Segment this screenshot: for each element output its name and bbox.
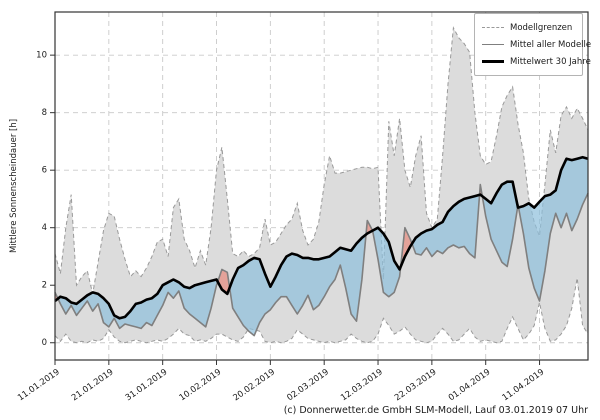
x-tick-label: 11.01.2019 [16,367,62,403]
x-tick-label: 02.03.2019 [285,367,331,403]
legend-label: Modellgrenzen [510,22,573,33]
x-tick-label: 11.04.2019 [501,367,547,403]
legend-item-30y-mean: Mittelwert 30 Jahre [482,53,591,70]
x-tick-label: 22.03.2019 [393,367,439,403]
y-tick-label: 6 [42,166,47,176]
above-normal-area [217,269,230,294]
legend-label: Mittel aller Modelle [510,39,592,50]
y-tick-label: 8 [42,108,47,118]
below-normal-area [412,194,480,258]
legend: Modellgrenzen Mittel aller Modelle Mitte… [474,13,591,76]
x-tick-label: 10.02.2019 [178,367,224,403]
black-line-icon [482,60,504,63]
legend-label: Mittelwert 30 Jahre [510,56,591,67]
y-tick-label: 4 [42,223,47,233]
copyright-caption: (c) Donnerwetter.de GmbH SLM-Modell, Lau… [283,405,588,416]
dashed-line-icon [482,27,504,28]
legend-item-model-mean: Mittel aller Modelle [482,36,591,53]
x-tick-label: 31.01.2019 [124,367,170,403]
x-tick-label: 21.01.2019 [70,367,116,403]
model-bounds-area [55,27,588,343]
x-tick-label: 01.04.2019 [447,367,493,403]
mean-30y-line [54,155,589,320]
below-normal-area [482,181,518,267]
y-tick-label: 2 [42,281,47,291]
model-mean-line [54,183,589,337]
x-tick-label: 20.02.2019 [231,367,277,403]
y-tick-label: 0 [42,338,47,348]
y-tick-label: 10 [36,51,47,61]
legend-item-model-bounds: Modellgrenzen [482,19,575,36]
gray-line-icon [482,43,504,46]
below-normal-area [372,227,401,297]
below-normal-area [229,234,366,336]
x-tick-label: 12.03.2019 [339,367,385,403]
below-normal-area [518,157,588,301]
plot-border [54,11,589,361]
y-axis-label: Mittlere Sonnenscheindauer [h] [9,118,19,254]
